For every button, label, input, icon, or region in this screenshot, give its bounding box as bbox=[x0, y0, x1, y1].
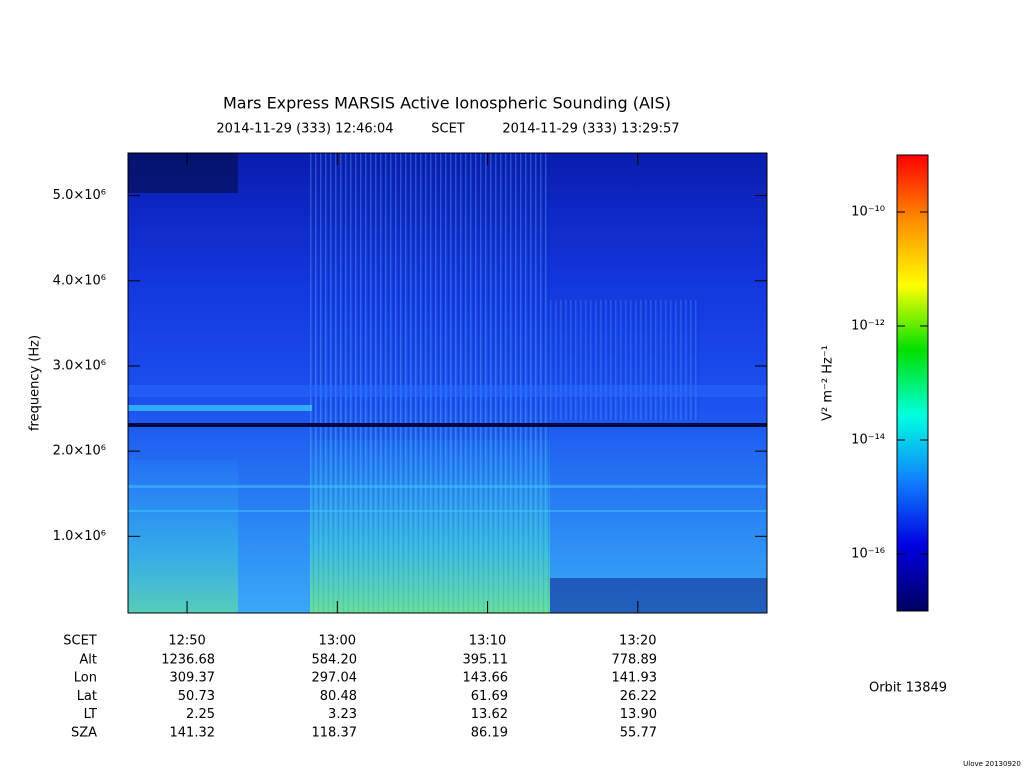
ephemeris-value: 309.37 bbox=[170, 671, 216, 686]
x-tick-label: 13:10 bbox=[469, 634, 506, 649]
ephemeris-label: Alt bbox=[79, 653, 97, 668]
time-label: SCET bbox=[431, 122, 465, 137]
ephemeris-value: 141.32 bbox=[170, 725, 216, 740]
ephemeris-value: 141.93 bbox=[612, 671, 658, 686]
ephemeris-value: 2.25 bbox=[186, 707, 215, 722]
ephemeris-label: Lon bbox=[74, 671, 97, 686]
time-start: 2014-11-29 (333) 12:46:04 bbox=[216, 122, 393, 137]
ephemeris-value: 1236.68 bbox=[161, 653, 215, 668]
colorbar-tick-label: 10⁻¹⁶ bbox=[851, 547, 885, 562]
colorbar-tick-label: 10⁻¹⁰ bbox=[851, 205, 885, 220]
ephemeris-value: 13.62 bbox=[471, 707, 508, 722]
colorbar-tick-label: 10⁻¹² bbox=[851, 319, 885, 334]
x-tick-label: 13:00 bbox=[319, 634, 356, 649]
ephemeris-value: 80.48 bbox=[320, 689, 357, 704]
ephemeris-value: 55.77 bbox=[620, 725, 657, 740]
y-axis-label: frequency (Hz) bbox=[28, 335, 43, 431]
colorbar bbox=[896, 154, 929, 612]
ephemeris-value: 297.04 bbox=[312, 671, 358, 686]
ephemeris-label: LT bbox=[84, 707, 97, 722]
ephemeris-label: SZA bbox=[71, 725, 97, 740]
ephemeris-value: 143.66 bbox=[463, 671, 509, 686]
footer: Ulove 20130920 bbox=[963, 760, 1021, 768]
y-tick-label: 4.0×10⁶ bbox=[53, 273, 106, 288]
plot-frame bbox=[127, 152, 768, 614]
ephemeris-value: 86.19 bbox=[471, 725, 508, 740]
ephemeris-label: Lat bbox=[77, 689, 97, 704]
y-tick-label: 5.0×10⁶ bbox=[53, 188, 106, 203]
x-tick-label: 12:50 bbox=[168, 634, 205, 649]
colorbar-label: V² m⁻² Hz⁻¹ bbox=[821, 345, 836, 421]
ephemeris-header: SCET bbox=[63, 634, 97, 649]
ephemeris-value: 118.37 bbox=[312, 725, 358, 740]
y-tick-label: 3.0×10⁶ bbox=[53, 358, 106, 373]
ephemeris-value: 778.89 bbox=[612, 653, 658, 668]
chart-title: Mars Express MARSIS Active Ionospheric S… bbox=[223, 94, 671, 113]
ephemeris-value: 3.23 bbox=[328, 707, 357, 722]
orbit: Orbit 13849 bbox=[869, 681, 947, 696]
ephemeris-value: 395.11 bbox=[463, 653, 509, 668]
ephemeris-value: 13.90 bbox=[620, 707, 657, 722]
ephemeris-value: 26.22 bbox=[620, 689, 657, 704]
time-end: 2014-11-29 (333) 13:29:57 bbox=[502, 122, 679, 137]
spectrogram bbox=[128, 153, 767, 613]
ephemeris-value: 61.69 bbox=[471, 689, 508, 704]
y-tick-label: 1.0×10⁶ bbox=[53, 529, 106, 544]
y-tick-label: 2.0×10⁶ bbox=[53, 444, 106, 459]
ephemeris-value: 50.73 bbox=[178, 689, 215, 704]
colorbar-tick-label: 10⁻¹⁴ bbox=[851, 433, 885, 448]
x-tick-label: 13:20 bbox=[619, 634, 656, 649]
ephemeris-value: 584.20 bbox=[312, 653, 358, 668]
